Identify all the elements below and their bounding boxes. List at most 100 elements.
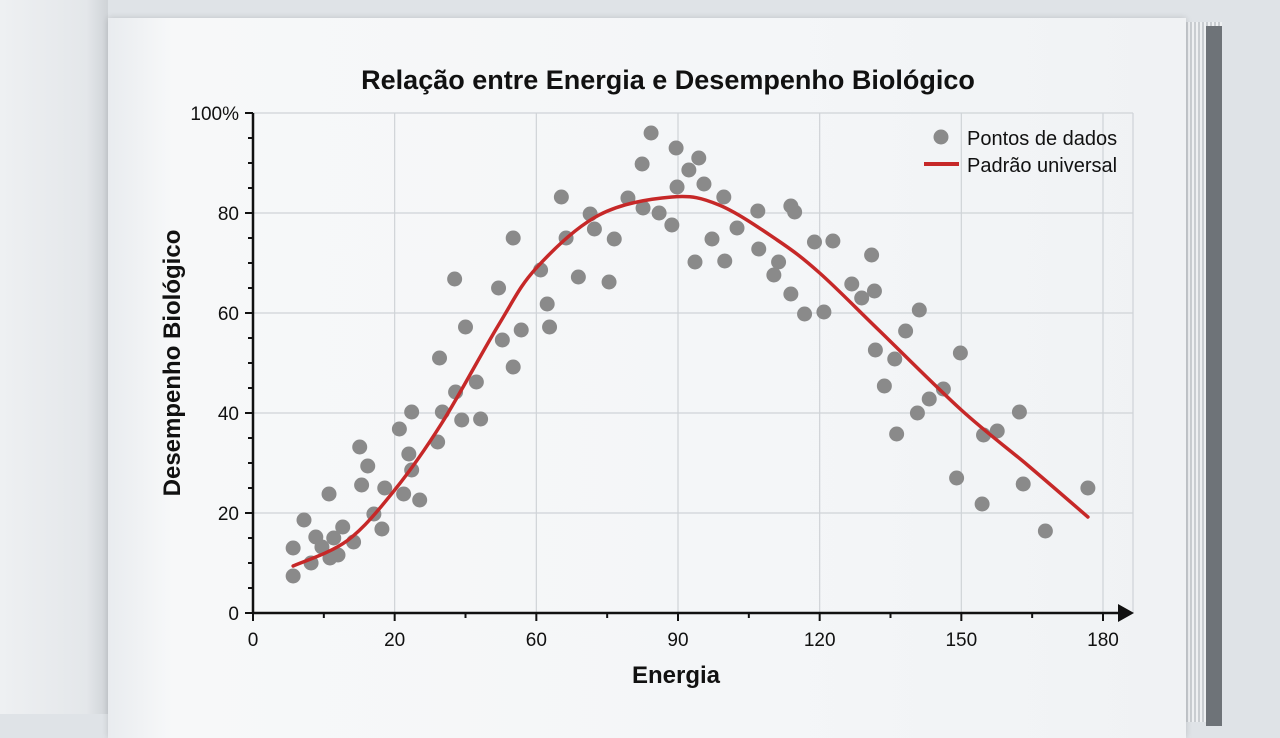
data-point xyxy=(285,568,301,584)
data-point xyxy=(681,162,697,178)
data-point xyxy=(643,125,659,141)
data-point xyxy=(989,423,1005,439)
data-point xyxy=(404,404,420,420)
data-point xyxy=(473,411,489,427)
data-point xyxy=(454,412,470,428)
data-point xyxy=(921,391,937,407)
tick-labels: 0 20 60 90 120 150 180 0 20 40 60 80 100% xyxy=(190,104,1118,651)
data-point xyxy=(866,283,882,299)
data-point xyxy=(887,351,903,367)
data-point xyxy=(335,519,351,535)
data-point xyxy=(391,421,407,437)
chart: Relação entre Energia e Desempenho Bioló… xyxy=(159,65,1134,689)
y-tick-label: 80 xyxy=(218,204,239,225)
data-point xyxy=(505,230,521,246)
data-point xyxy=(539,296,555,312)
data-point xyxy=(669,179,685,195)
data-point xyxy=(687,254,703,270)
data-point xyxy=(716,189,732,205)
data-point xyxy=(458,319,473,335)
x-tick-label: 60 xyxy=(526,630,547,651)
data-point xyxy=(854,290,870,306)
data-point xyxy=(360,458,376,474)
legend-label-curve: Padrão universal xyxy=(967,155,1117,177)
data-point xyxy=(766,267,782,283)
data-point xyxy=(285,540,301,556)
data-point xyxy=(783,286,799,302)
x-axis-arrow xyxy=(1118,604,1134,622)
data-point xyxy=(570,269,586,285)
data-point xyxy=(867,342,883,358)
data-points xyxy=(285,125,1096,584)
data-point xyxy=(664,217,680,233)
data-point xyxy=(949,470,965,486)
data-point xyxy=(668,140,684,156)
data-point xyxy=(401,446,417,462)
data-point xyxy=(491,280,507,296)
data-point xyxy=(974,496,990,512)
curve-padrao-universal xyxy=(291,194,1090,568)
data-point xyxy=(1037,523,1053,539)
data-point xyxy=(586,221,602,237)
data-point xyxy=(354,477,370,493)
data-point xyxy=(321,486,337,502)
chart-title: Relação entre Energia e Desempenho Bioló… xyxy=(361,65,975,95)
data-point xyxy=(447,271,463,287)
x-tick-label: 20 xyxy=(384,630,405,651)
book-cover-edge xyxy=(1206,26,1222,726)
data-point xyxy=(844,276,860,292)
y-tick-label: 40 xyxy=(218,404,239,425)
data-point xyxy=(396,486,412,502)
data-point xyxy=(1080,480,1096,496)
data-point xyxy=(935,381,951,397)
data-point xyxy=(825,233,841,249)
data-point xyxy=(952,345,968,361)
data-point xyxy=(494,332,510,348)
data-point xyxy=(377,480,393,496)
legend-marker-points xyxy=(933,129,949,145)
x-tick-label: 90 xyxy=(667,630,688,651)
data-point xyxy=(717,253,733,269)
legend-label-points: Pontos de dados xyxy=(967,128,1117,150)
legend: Pontos de dados Padrão universal xyxy=(924,128,1117,177)
data-point xyxy=(864,247,880,263)
data-point xyxy=(704,231,720,247)
data-point xyxy=(691,150,707,166)
data-point xyxy=(898,323,914,339)
data-point xyxy=(505,359,521,375)
y-axis-label: Desempenho Biológico xyxy=(159,230,186,497)
grid xyxy=(253,112,1134,613)
y-tick-label: 60 xyxy=(218,304,239,325)
data-point xyxy=(1011,404,1027,420)
data-point xyxy=(787,204,803,220)
data-point xyxy=(553,189,569,205)
data-point xyxy=(352,439,368,455)
data-point xyxy=(876,378,892,394)
data-point xyxy=(468,374,484,390)
data-point xyxy=(696,176,712,192)
data-point xyxy=(326,530,342,546)
data-point xyxy=(432,350,448,366)
x-tick-label: 120 xyxy=(804,630,836,651)
data-point xyxy=(889,426,905,442)
data-point xyxy=(606,231,622,247)
data-point xyxy=(374,521,390,537)
data-point xyxy=(412,492,428,508)
y-tick-label: 20 xyxy=(218,504,239,525)
x-tick-label: 0 xyxy=(248,630,259,651)
data-point xyxy=(909,405,925,421)
data-point xyxy=(296,512,312,528)
data-point xyxy=(1015,476,1031,492)
data-point xyxy=(635,200,651,216)
data-point xyxy=(542,319,558,335)
data-point xyxy=(797,306,813,322)
data-point xyxy=(806,234,822,250)
x-tick-label: 180 xyxy=(1087,630,1119,651)
data-point xyxy=(729,220,745,236)
data-point xyxy=(816,304,832,320)
axes xyxy=(245,112,1134,622)
data-point xyxy=(751,241,767,257)
x-axis-label: Energia xyxy=(632,662,721,689)
data-point xyxy=(651,205,667,221)
data-point xyxy=(911,302,927,318)
